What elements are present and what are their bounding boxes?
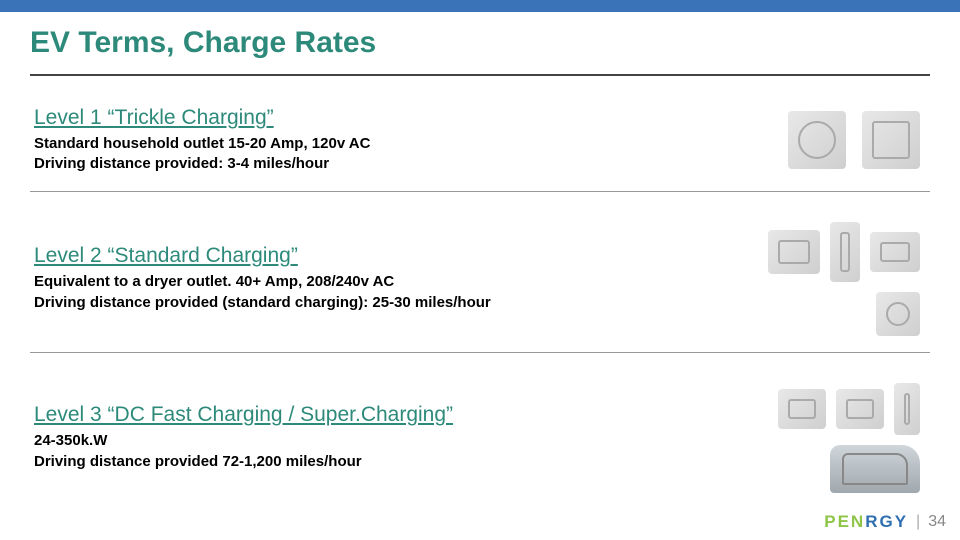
ccs-plug-icon <box>836 389 884 429</box>
page-title: EV Terms, Charge Rates <box>30 26 930 76</box>
chademo-icon <box>778 389 826 429</box>
level-3-section: Level 3 “DC Fast Charging / Super.Chargi… <box>30 353 930 509</box>
plug-assembly-icon <box>870 232 920 272</box>
ev-car-icon <box>830 445 920 493</box>
level-2-spec: Equivalent to a dryer outlet. 40+ Amp, 2… <box>30 272 760 292</box>
footer-divider: | <box>916 513 920 531</box>
top-accent-bar <box>0 0 960 12</box>
charging-station-icon <box>830 222 860 282</box>
level-3-text: Level 3 “DC Fast Charging / Super.Chargi… <box>30 403 710 472</box>
level-2-heading: Level 2 “Standard Charging” <box>30 244 760 268</box>
level-1-range: Driving distance provided: 3-4 miles/hou… <box>30 154 788 174</box>
connector-icon <box>768 230 820 274</box>
level-2-section: Level 2 “Standard Charging” Equivalent t… <box>30 192 930 353</box>
charger-cable-icon <box>862 111 920 169</box>
level-1-heading: Level 1 “Trickle Charging” <box>30 106 788 130</box>
level-1-images <box>788 111 930 169</box>
level-3-images <box>710 383 930 493</box>
supercharger-icon <box>894 383 920 435</box>
page-number: 34 <box>928 513 946 531</box>
level-3-spec: 24-350k.W <box>30 431 710 451</box>
outlet-icon <box>788 111 846 169</box>
level-3-range: Driving distance provided 72-1,200 miles… <box>30 452 710 472</box>
slide-content: EV Terms, Charge Rates Level 1 “Trickle … <box>0 12 960 509</box>
slide-footer: PENRGY | 34 <box>824 512 946 532</box>
level-2-text: Level 2 “Standard Charging” Equivalent t… <box>30 244 760 313</box>
level-1-text: Level 1 “Trickle Charging” Standard hous… <box>30 106 788 175</box>
brand-right: RGY <box>865 512 908 531</box>
level-2-images <box>760 222 930 336</box>
level-2-range: Driving distance provided (standard char… <box>30 293 760 313</box>
brand-logo: PENRGY <box>824 512 908 532</box>
level-1-spec: Standard household outlet 15-20 Amp, 120… <box>30 134 788 154</box>
dryer-outlet-icon <box>876 292 920 336</box>
brand-left: PEN <box>824 512 865 531</box>
level-1-section: Level 1 “Trickle Charging” Standard hous… <box>30 76 930 192</box>
level-3-heading: Level 3 “DC Fast Charging / Super.Chargi… <box>30 403 710 427</box>
